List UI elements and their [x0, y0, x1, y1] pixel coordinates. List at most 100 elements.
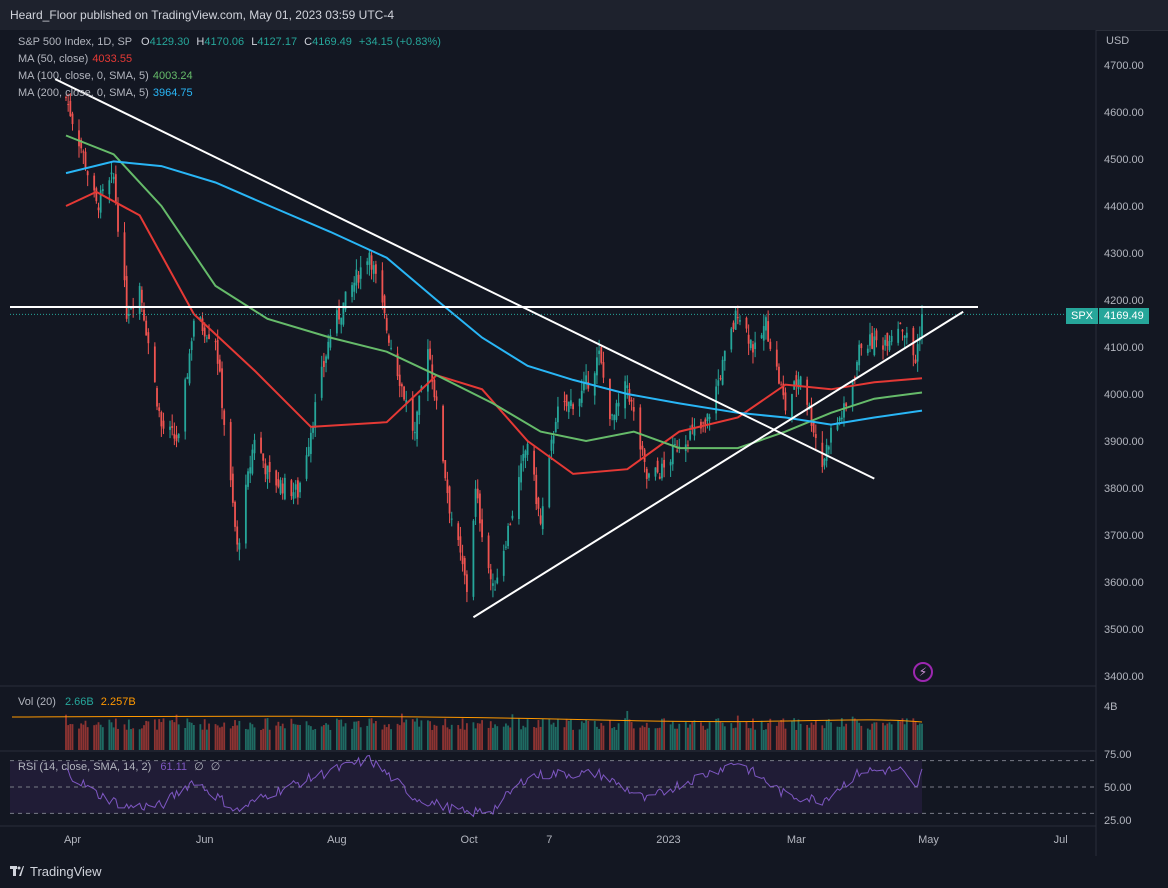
candle-body [368, 252, 371, 265]
candle-body [624, 381, 627, 409]
volume-bar [405, 719, 408, 750]
candle-body [617, 402, 620, 407]
candle-body [186, 376, 189, 380]
volume-bar [147, 721, 150, 750]
volume-bar [67, 725, 70, 750]
candle-body [687, 444, 689, 446]
candle-body [899, 322, 902, 325]
candle-body [693, 427, 696, 436]
volume-bar [496, 726, 499, 750]
candle-body [344, 291, 347, 310]
candle-body [708, 416, 711, 420]
candle-body [268, 461, 271, 473]
candle-body [290, 480, 293, 497]
volume-bar [307, 725, 310, 750]
volume-bar [830, 722, 832, 750]
ma200-legend: MA (200, close, 0, SMA, 5) 3964.75 [18, 87, 193, 99]
volume-bar [762, 729, 765, 750]
symbol-badge: SPX [1066, 308, 1099, 324]
volume-bar [502, 726, 505, 750]
volume-bar [130, 729, 132, 750]
candle-body [448, 486, 451, 514]
candle-body [875, 330, 878, 341]
tradingview-logo[interactable]: TradingView [10, 864, 102, 879]
volume-bar [190, 722, 193, 750]
candle-body [808, 405, 811, 407]
volume-bar [520, 729, 522, 750]
volume-bar [84, 720, 87, 750]
candle-body [812, 421, 815, 433]
volume-bar [615, 729, 618, 750]
plot-area [0, 30, 1096, 856]
volume-bar [730, 723, 733, 750]
candle-body [127, 313, 130, 316]
volume-bar [264, 718, 267, 750]
candle-body [838, 417, 841, 421]
volume-bar [578, 729, 581, 750]
candle-body [309, 432, 312, 454]
candle-body [125, 276, 128, 319]
candle-body [905, 332, 908, 338]
volume-bar [169, 720, 171, 750]
volume-bar [812, 724, 815, 750]
candle-body [548, 455, 551, 508]
volume-bar [160, 722, 163, 750]
candle-body [130, 308, 132, 310]
flash-icon[interactable]: ⚡ [913, 662, 933, 682]
candle-body [853, 376, 856, 378]
volume-bar [721, 722, 724, 750]
time-tick-label: Oct [461, 834, 478, 846]
volume-bar [446, 727, 449, 750]
volume-bar [101, 727, 104, 750]
volume-bar [918, 723, 921, 750]
ma200-label: MA (200, close, 0, SMA, 5) [18, 87, 149, 99]
price-tick-label: 4500.00 [1104, 154, 1144, 166]
volume-bar [676, 728, 679, 750]
candle-body [221, 368, 223, 408]
volume-bar [598, 728, 601, 750]
price-tick-label: 4200.00 [1104, 295, 1144, 307]
candle-body [502, 550, 505, 576]
volume-bar [110, 722, 113, 750]
volume-bar [260, 729, 262, 750]
volume-bar [322, 725, 325, 750]
rsi-tick-label: 50.00 [1104, 782, 1132, 794]
candle-body [739, 320, 741, 322]
candle-body [916, 344, 919, 362]
volume-bar [706, 728, 709, 750]
volume-bar [609, 720, 611, 750]
volume-bar [416, 718, 418, 750]
volume-bar [140, 728, 143, 750]
candle-body [312, 426, 314, 433]
volume-bar [791, 720, 793, 750]
candle-body [353, 282, 356, 292]
candle-body [372, 265, 375, 274]
volume-bar [873, 722, 876, 750]
candle-body [253, 439, 256, 454]
candle-body [524, 450, 527, 458]
candle-body [507, 525, 509, 547]
volume-bar [309, 726, 312, 750]
volume-bar [492, 727, 494, 750]
volume-bar [537, 720, 540, 750]
candle-body [370, 255, 373, 270]
candle-body [522, 453, 525, 461]
volume-bar [175, 714, 178, 750]
candle-body [342, 302, 345, 325]
candle-body [520, 463, 522, 483]
volume-bar [325, 723, 327, 750]
volume-bar [875, 722, 878, 750]
volume-bar [524, 727, 527, 750]
candle-body [641, 445, 644, 450]
candle-body [355, 269, 358, 286]
candle-body [723, 350, 726, 361]
candle-body [596, 357, 598, 376]
candle-body [93, 175, 96, 191]
candle-body [296, 480, 299, 498]
candle-body [873, 336, 876, 356]
candle-body [585, 375, 588, 383]
volume-bar [754, 729, 757, 750]
ma100-label: MA (100, close, 0, SMA, 5) [18, 70, 149, 82]
volume-bar [780, 719, 783, 750]
